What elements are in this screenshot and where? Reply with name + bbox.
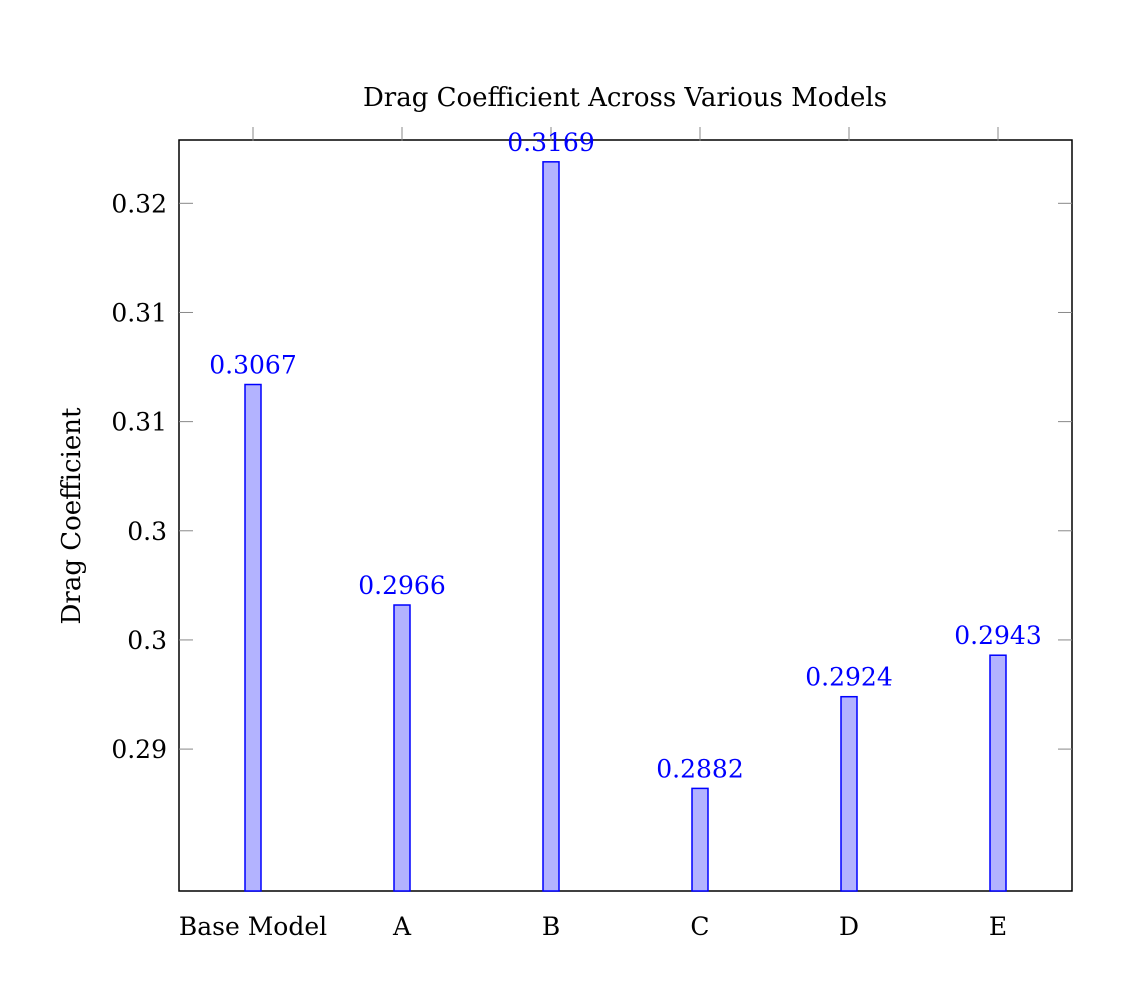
plot-frame (178, 139, 1073, 892)
data-labels: 0.3067 0.2966 0.3169 0.2882 0.2924 0.2943 (209, 128, 1041, 784)
x-tick-label: E (989, 912, 1007, 941)
y-tick-label: 0.31 (111, 298, 167, 327)
x-tick-label: D (839, 912, 859, 941)
x-tick-label: B (542, 912, 560, 941)
data-label: 0.2924 (805, 663, 892, 692)
y-tick-label: 0.29 (111, 735, 167, 764)
y-tick-label: 0.31 (111, 408, 167, 437)
y-tick-label: 0.3 (127, 517, 167, 546)
data-label: 0.2882 (656, 754, 743, 783)
x-tick-label: Base Model (179, 912, 327, 941)
data-label: 0.3067 (209, 351, 296, 380)
bar (393, 604, 411, 892)
data-label: 0.2966 (358, 571, 445, 600)
bar (691, 787, 709, 892)
x-axis-ticks: Base Model A B C D E (179, 127, 1007, 941)
bars (244, 161, 1007, 892)
y-tick-label: 0.3 (127, 626, 167, 655)
x-tick-label: A (392, 912, 412, 941)
data-label: 0.2943 (954, 621, 1041, 650)
chart-title: Drag Coefficient Across Various Models (363, 83, 887, 113)
x-tick-label: C (690, 912, 709, 941)
y-axis-ticks: 0.29 0.3 0.3 0.31 0.31 0.32 (111, 189, 1072, 764)
bar (542, 161, 560, 892)
bar (840, 695, 858, 892)
y-tick-label: 0.32 (111, 189, 167, 218)
bar (989, 654, 1007, 892)
data-label: 0.3169 (507, 128, 594, 157)
bar (244, 383, 262, 892)
y-axis-label: Drag Coefficient (57, 407, 87, 624)
